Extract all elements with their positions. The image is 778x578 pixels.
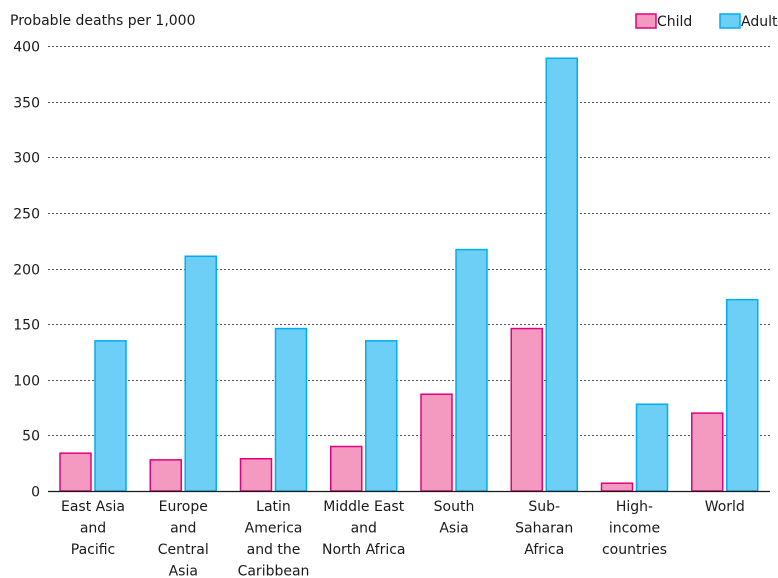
y-axis-label: Probable deaths per 1,000 <box>10 13 196 29</box>
bar-child <box>239 457 273 492</box>
bar-adult <box>184 255 217 492</box>
bar-child <box>59 452 92 492</box>
bar-adult <box>94 340 127 492</box>
y-tick-label: 400 <box>13 40 40 56</box>
y-tick-label: 250 <box>13 207 40 223</box>
bar-adult <box>635 403 669 492</box>
x-tick-label: Sub-Saharan Africa <box>515 499 573 558</box>
bar-child <box>330 445 363 492</box>
bar-adult <box>545 57 578 492</box>
x-tick-label: World <box>705 499 745 515</box>
legend-label-adult: Adult <box>741 14 778 30</box>
y-tick-label: 300 <box>13 151 40 167</box>
bar-adult <box>455 248 488 492</box>
gridlines <box>48 46 770 436</box>
bars <box>59 57 759 492</box>
legend: Child Adult <box>635 13 778 30</box>
y-tick-label: 350 <box>13 96 40 112</box>
legend-swatch-adult <box>719 13 741 29</box>
x-tick-label: High-income countries <box>602 499 667 558</box>
y-tick-label: 50 <box>22 429 40 445</box>
bar-child <box>420 393 453 492</box>
x-tick-label: South Asia <box>434 499 475 537</box>
x-tick-label: East Asia and Pacific <box>61 499 125 558</box>
legend-label-child: Child <box>657 14 692 30</box>
bar-child <box>691 412 724 492</box>
bar-adult <box>365 340 398 492</box>
bar-child <box>600 482 634 492</box>
y-axis-ticks: 0 50 100 150 200 250 300 350 400 <box>13 40 40 501</box>
legend-swatch-child <box>635 13 657 29</box>
x-tick-label: Latin America and the Caribbean <box>238 499 310 578</box>
x-axis-labels: East Asia and Pacific Europe and Central Asia L… <box>61 499 745 578</box>
bar-child <box>149 459 182 492</box>
x-tick-label: Europe and Central Asia <box>158 499 209 578</box>
y-tick-label: 0 <box>31 485 40 501</box>
y-tick-label: 200 <box>13 263 40 279</box>
y-tick-label: 150 <box>13 318 40 334</box>
x-tick-label: Middle East and North Africa <box>322 499 406 558</box>
y-tick-label: 100 <box>13 374 40 390</box>
bar-child <box>510 327 543 492</box>
bar-adult <box>726 298 759 492</box>
bar-adult <box>274 327 308 492</box>
